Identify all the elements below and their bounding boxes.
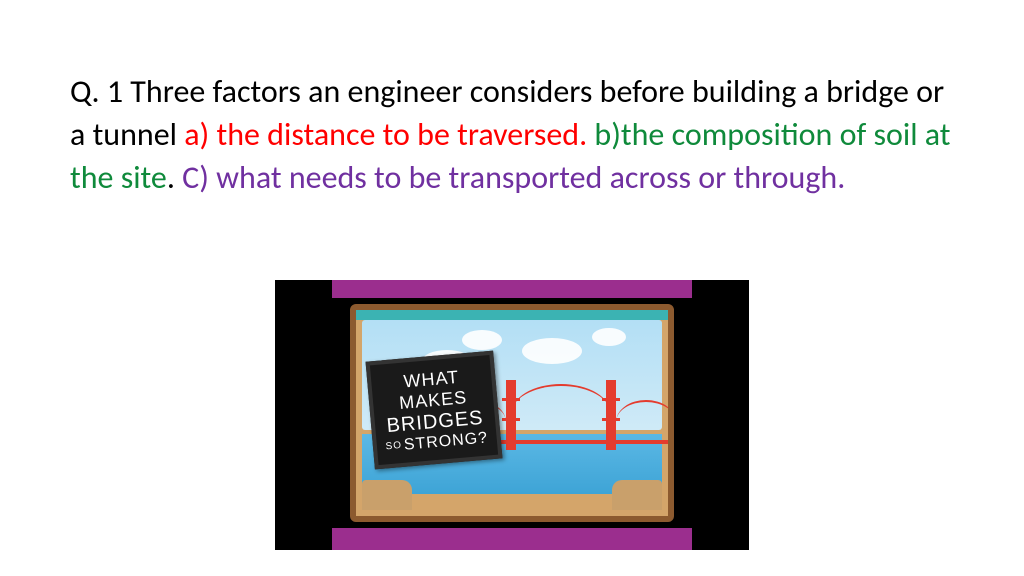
embedded-video-thumbnail[interactable]: WHAT MAKES BRIDGES SOSTRONG? bbox=[275, 280, 749, 550]
thumbnail-art: WHAT MAKES BRIDGES SOSTRONG? bbox=[332, 280, 692, 550]
title-sign: WHAT MAKES BRIDGES SOSTRONG? bbox=[366, 351, 503, 470]
cloud-icon bbox=[522, 338, 582, 364]
answer-option-c: C) what needs to be transported across o… bbox=[182, 158, 837, 197]
ground-right bbox=[612, 480, 662, 510]
bridge-cable bbox=[511, 384, 611, 444]
terminal-dot: . bbox=[837, 158, 845, 197]
answer-option-a: a) the distance to be traversed. bbox=[184, 115, 587, 154]
purple-band-top bbox=[332, 280, 692, 298]
ground-left bbox=[362, 480, 412, 510]
cloud-icon bbox=[592, 328, 626, 346]
teal-strip bbox=[352, 306, 672, 320]
slide-content: Q. 1 Three factors an engineer considers… bbox=[0, 0, 1024, 200]
question-paragraph: Q. 1 Three factors an engineer considers… bbox=[70, 70, 954, 200]
sign-so: SO bbox=[385, 440, 402, 452]
purple-band-bottom bbox=[332, 528, 692, 550]
separator-dot: . bbox=[167, 158, 182, 197]
wooden-board: WHAT MAKES BRIDGES SOSTRONG? bbox=[350, 304, 674, 522]
bridge-cable bbox=[616, 400, 674, 444]
cloud-icon bbox=[462, 330, 502, 350]
